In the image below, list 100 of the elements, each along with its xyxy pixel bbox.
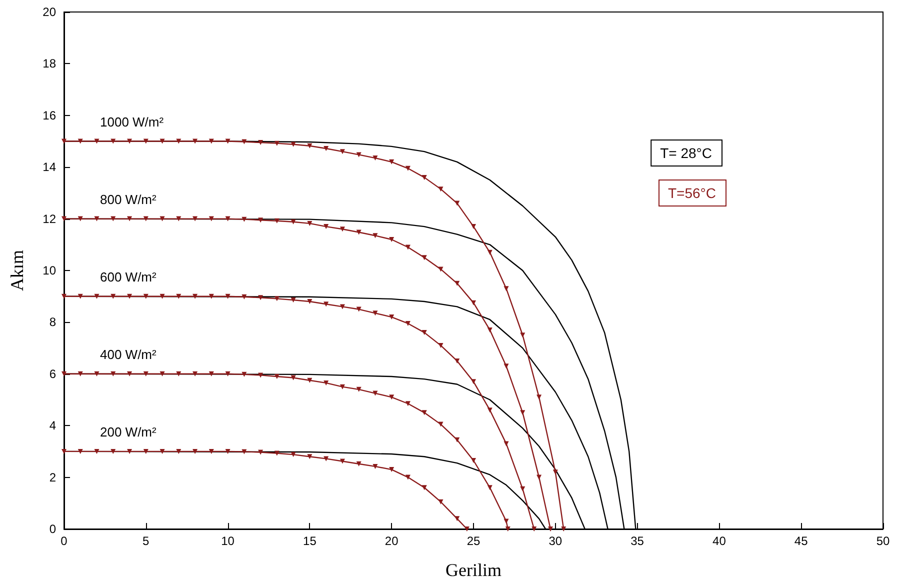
y-axis-title: Akım bbox=[7, 250, 27, 292]
point bbox=[258, 372, 264, 378]
point bbox=[536, 474, 542, 480]
point bbox=[454, 280, 460, 286]
point bbox=[62, 371, 66, 376]
y-tick-label: 10 bbox=[42, 264, 56, 278]
annotation: 1000 W/m² bbox=[100, 114, 164, 130]
point bbox=[110, 294, 116, 299]
point bbox=[340, 304, 345, 310]
point bbox=[192, 294, 198, 299]
point bbox=[94, 294, 100, 299]
point bbox=[290, 297, 296, 302]
point bbox=[487, 485, 492, 490]
point bbox=[552, 470, 558, 475]
point bbox=[372, 310, 378, 316]
point bbox=[438, 499, 444, 504]
x-tick-label: 35 bbox=[630, 534, 644, 548]
point bbox=[307, 143, 312, 148]
point bbox=[356, 461, 362, 466]
point bbox=[242, 216, 247, 222]
point bbox=[487, 327, 492, 332]
point bbox=[192, 138, 198, 144]
point bbox=[127, 294, 132, 299]
point bbox=[290, 142, 296, 147]
point bbox=[340, 226, 345, 232]
point bbox=[225, 371, 230, 376]
x-tick-label: 10 bbox=[221, 534, 235, 548]
x-tick-label: 5 bbox=[142, 534, 150, 548]
point bbox=[192, 216, 198, 222]
y-tick-label: 0 bbox=[49, 522, 56, 536]
point bbox=[258, 295, 264, 300]
annotation: 600 W/m² bbox=[100, 269, 158, 284]
point bbox=[454, 516, 460, 522]
point bbox=[143, 216, 148, 222]
point bbox=[504, 286, 509, 292]
point bbox=[62, 294, 66, 299]
point bbox=[307, 454, 312, 460]
point bbox=[504, 518, 509, 524]
point bbox=[405, 320, 410, 326]
point bbox=[464, 526, 470, 532]
point bbox=[454, 437, 460, 442]
x-tick-label: 0 bbox=[60, 534, 68, 548]
point bbox=[225, 448, 230, 454]
point bbox=[471, 379, 476, 384]
point bbox=[78, 448, 83, 454]
point bbox=[372, 156, 378, 161]
point bbox=[505, 526, 510, 532]
point bbox=[242, 294, 247, 300]
point bbox=[242, 372, 247, 377]
y-tick-label: 8 bbox=[49, 315, 56, 330]
point bbox=[110, 371, 116, 376]
point bbox=[274, 296, 280, 302]
y-tick-label: 2 bbox=[49, 470, 56, 484]
point bbox=[520, 410, 526, 416]
point bbox=[192, 371, 198, 376]
point bbox=[127, 371, 132, 376]
point bbox=[78, 138, 83, 144]
point bbox=[94, 216, 100, 222]
point bbox=[208, 371, 214, 376]
point bbox=[225, 216, 230, 222]
point bbox=[324, 224, 329, 230]
point bbox=[94, 448, 100, 454]
point bbox=[487, 250, 492, 255]
point bbox=[62, 448, 66, 454]
point bbox=[471, 300, 476, 306]
point bbox=[471, 224, 476, 230]
point bbox=[242, 449, 247, 454]
x-tick-label: 20 bbox=[384, 534, 399, 548]
point bbox=[110, 216, 116, 222]
point bbox=[274, 218, 280, 224]
point bbox=[340, 384, 345, 390]
point bbox=[192, 448, 198, 454]
point bbox=[356, 306, 362, 312]
y-tick-label: 16 bbox=[42, 108, 56, 122]
point bbox=[208, 294, 214, 299]
x-tick-label: 50 bbox=[876, 534, 890, 548]
point bbox=[176, 294, 182, 299]
annotation: 400 W/m² bbox=[100, 346, 158, 362]
point bbox=[389, 314, 394, 320]
point bbox=[438, 266, 444, 272]
point bbox=[143, 138, 148, 144]
point bbox=[274, 450, 280, 456]
point bbox=[356, 152, 362, 158]
point bbox=[405, 474, 410, 480]
point bbox=[487, 408, 492, 413]
y-tick-label: 18 bbox=[42, 56, 56, 71]
point bbox=[225, 138, 230, 144]
point bbox=[438, 342, 444, 348]
point bbox=[127, 216, 132, 222]
point bbox=[454, 200, 460, 206]
point bbox=[208, 448, 214, 454]
point bbox=[176, 216, 182, 222]
point bbox=[176, 371, 182, 376]
point bbox=[389, 467, 394, 472]
point bbox=[536, 394, 542, 400]
point bbox=[372, 464, 378, 469]
point bbox=[290, 219, 296, 224]
point bbox=[258, 218, 264, 223]
text: T= 28°C bbox=[660, 145, 712, 161]
point bbox=[438, 422, 444, 427]
